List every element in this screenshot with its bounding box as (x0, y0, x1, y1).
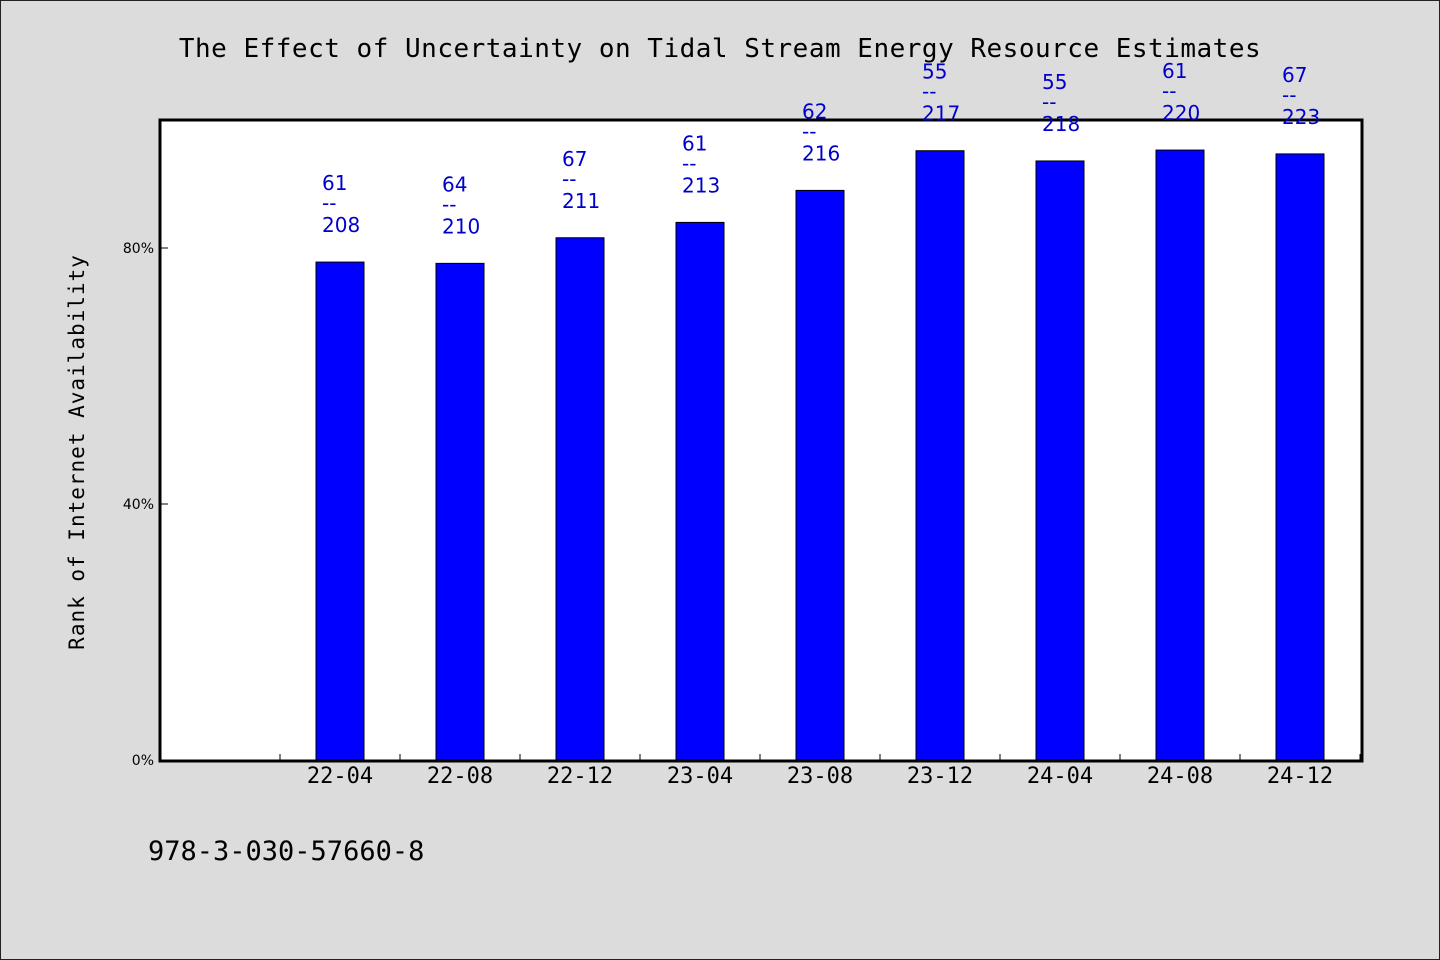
bar-22-08 (435, 262, 485, 761)
bar-24-04 (1035, 160, 1085, 761)
data-label-bottom: 211 (562, 189, 600, 213)
y-tick-label: 0% (132, 753, 154, 769)
data-label-top: 67 (1282, 63, 1307, 87)
x-tick-label: 22-04 (307, 764, 373, 789)
data-label-mid: -- (562, 167, 576, 191)
data-label-bottom: 217 (922, 102, 960, 126)
y-ticks-group: 0% 40% 80% (123, 241, 168, 769)
data-label-bottom: 208 (322, 213, 360, 237)
x-tick-label: 23-08 (787, 764, 853, 789)
data-label-mid: -- (922, 80, 936, 104)
data-label-bottom: 218 (1042, 112, 1080, 136)
data-label-mid: -- (1162, 79, 1176, 103)
data-label-top: 55 (922, 60, 947, 84)
x-tick-label: 23-04 (667, 764, 733, 789)
data-label-mid: -- (322, 191, 336, 215)
x-tick-label: 24-12 (1267, 764, 1333, 789)
footer-code: 978-3-030-57660-8 (148, 836, 425, 867)
data-label-top: 62 (802, 99, 827, 123)
bar-24-12 (1275, 153, 1325, 761)
bar-24-08 (1155, 149, 1205, 761)
data-label-bottom: 210 (442, 214, 480, 238)
data-label-bottom: 220 (1162, 101, 1200, 125)
chart-title: The Effect of Uncertainty on Tidal Strea… (178, 34, 1262, 64)
data-label-mid: -- (442, 192, 456, 216)
data-label-top: 61 (682, 131, 707, 155)
data-label-top: 61 (322, 171, 347, 195)
x-tick-label: 22-08 (427, 764, 493, 789)
bar-23-04 (675, 221, 725, 761)
data-label-mid: -- (802, 119, 816, 143)
bar-23-12 (915, 150, 965, 761)
data-label-mid: -- (1282, 83, 1296, 107)
data-label-bottom: 223 (1282, 105, 1320, 129)
x-tick-label: 22-12 (547, 764, 613, 789)
bar-22-12 (555, 237, 605, 761)
y-tick-label: 40% (123, 497, 154, 513)
data-label-bottom: 213 (682, 173, 720, 197)
bar-23-08 (795, 189, 845, 761)
data-labels-group: 61--20864--21067--21161--21362--21655--2… (322, 59, 1320, 238)
data-label-top: 55 (1042, 70, 1067, 94)
data-label-bottom: 216 (802, 141, 840, 165)
data-label-top: 67 (562, 147, 587, 171)
bars-group (315, 149, 1325, 761)
y-tick-label: 80% (123, 241, 154, 257)
data-label-top: 61 (1162, 59, 1187, 83)
data-label-mid: -- (682, 151, 696, 175)
bar-22-04 (315, 261, 365, 761)
data-label-top: 64 (442, 172, 467, 196)
x-tick-label: 24-08 (1147, 764, 1213, 789)
x-ticks-group: 22-04 22-08 22-12 23-04 23-08 23-12 24-04 24-08… (279, 754, 1361, 789)
data-label-mid: -- (1042, 90, 1056, 114)
x-tick-label: 24-04 (1027, 764, 1093, 789)
x-tick-label: 23-12 (907, 764, 973, 789)
